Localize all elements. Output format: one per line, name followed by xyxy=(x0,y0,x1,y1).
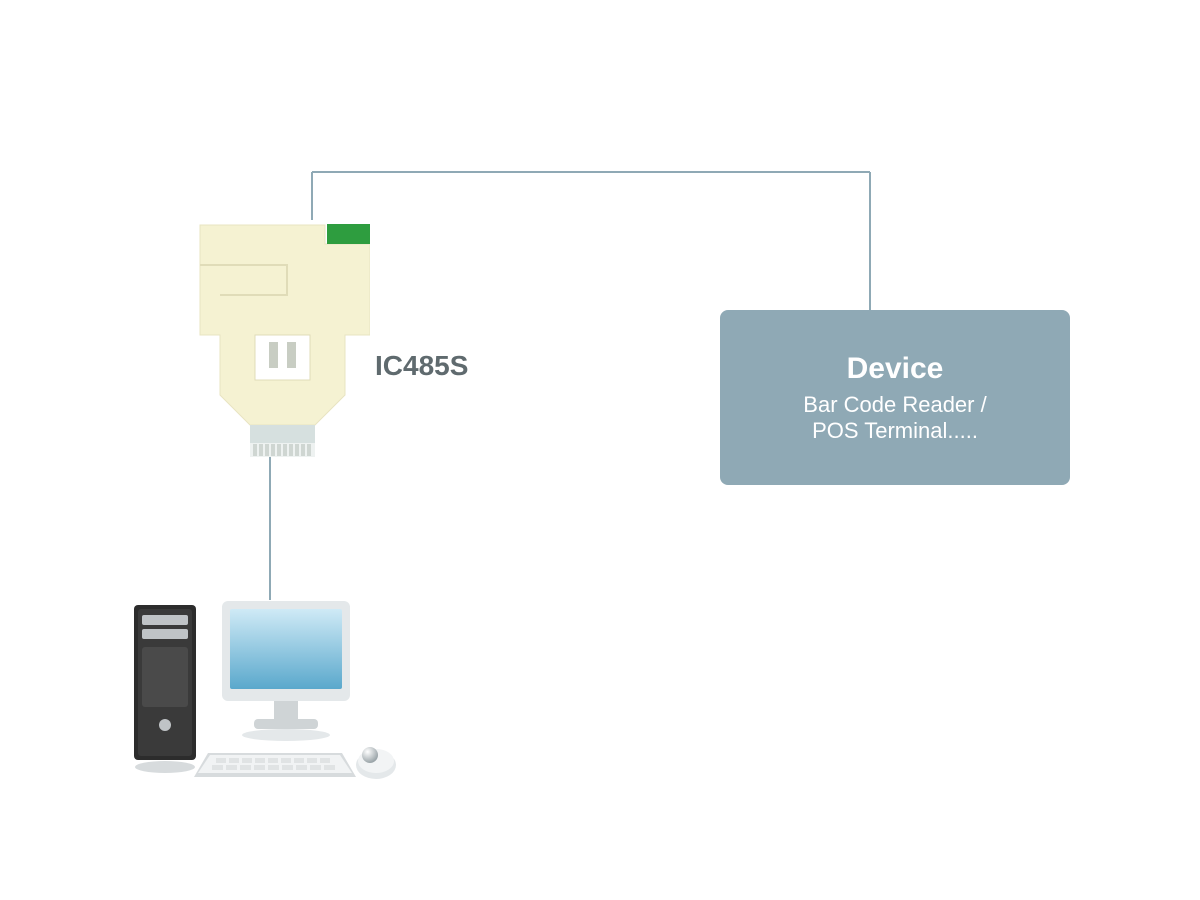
computer-icon xyxy=(130,595,405,795)
pc-tower-icon xyxy=(134,605,196,773)
monitor-icon xyxy=(222,601,350,741)
device-box: Device Bar Code Reader / POS Terminal...… xyxy=(720,310,1070,485)
converter-label: IC485S xyxy=(375,350,468,382)
diagram-canvas: IC485S Device Bar Code Reader / POS Term… xyxy=(0,0,1200,900)
keyboard-icon xyxy=(194,753,356,777)
device-subtitle-2: POS Terminal..... xyxy=(812,418,978,444)
device-subtitle-1: Bar Code Reader / xyxy=(803,392,986,418)
device-title: Device xyxy=(847,352,944,386)
converter-ic485s xyxy=(195,220,370,485)
mouse-icon xyxy=(356,747,396,779)
